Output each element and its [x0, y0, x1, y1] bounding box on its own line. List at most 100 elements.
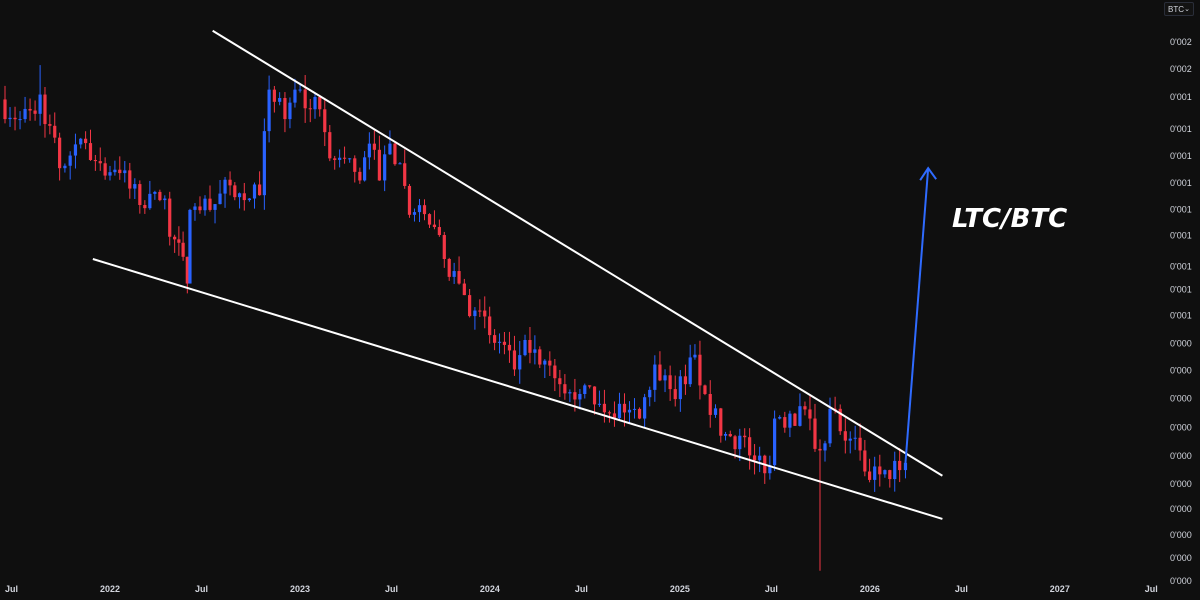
- candle-body: [607, 412, 612, 414]
- price-axis[interactable]: 0'002 0'002 0'001 0'001 0'001 0'001 0'001 0'001…: [1170, 37, 1192, 586]
- candle-body: [578, 394, 582, 400]
- candle-body: [533, 349, 537, 353]
- candle-body: [73, 144, 78, 156]
- y-tick-label: 0'000: [1170, 530, 1192, 540]
- candle-body: [53, 125, 57, 138]
- candle-body: [683, 376, 688, 385]
- candle-body: [798, 406, 802, 426]
- candle-body: [818, 448, 822, 451]
- candle-body: [288, 102, 292, 120]
- candle-body: [377, 149, 381, 181]
- projection-arrow: [904, 168, 930, 463]
- candle-body: [163, 198, 167, 201]
- candle-body: [878, 466, 882, 475]
- x-tick-label: 2023: [290, 584, 310, 594]
- candle-body: [148, 193, 152, 209]
- candle-body: [858, 437, 862, 451]
- candle-body: [688, 357, 692, 385]
- y-tick-label: 0'000: [1170, 504, 1192, 514]
- x-tick-label: Jul: [5, 584, 18, 594]
- candle-body: [432, 224, 437, 228]
- candle-body: [427, 214, 432, 225]
- candle-body: [803, 406, 807, 410]
- candle-body: [808, 409, 812, 419]
- currency-selector[interactable]: BTC ⌄: [1164, 2, 1194, 16]
- candle-body: [473, 310, 477, 317]
- candle-body: [437, 227, 441, 236]
- candle-body: [43, 94, 47, 125]
- candle-body: [353, 158, 357, 172]
- y-tick-label: 0'000: [1170, 576, 1192, 586]
- candle-body: [338, 157, 342, 160]
- candle-body: [88, 143, 93, 161]
- x-tick-label: Jul: [575, 584, 588, 594]
- candle-body: [867, 471, 872, 480]
- arrowhead-icon: [919, 166, 937, 181]
- candle-body: [612, 413, 617, 419]
- candle-body: [258, 184, 262, 196]
- candle-body: [743, 435, 747, 438]
- candle-body: [853, 437, 857, 439]
- candle-body: [383, 154, 387, 181]
- candle-body: [367, 143, 371, 158]
- candle-body: [158, 191, 162, 201]
- candle-body: [358, 171, 362, 181]
- candle-body: [713, 408, 718, 415]
- candle-body: [543, 360, 547, 365]
- y-tick-label: 0'001: [1170, 284, 1192, 294]
- candle-body: [237, 193, 242, 198]
- time-axis[interactable]: Jul 2022 Jul 2023 Jul 2024 Jul 2025 Jul 2026 Jul 20…: [5, 584, 1158, 594]
- candle-body: [98, 161, 102, 164]
- candle-body: [617, 403, 622, 419]
- candle-body: [79, 138, 83, 145]
- candle-body: [303, 89, 307, 109]
- candle-body: [838, 408, 842, 432]
- candle-body: [523, 340, 527, 356]
- candle-body: [58, 137, 62, 169]
- candle-body: [863, 450, 867, 472]
- x-tick-label: 2025: [670, 584, 690, 594]
- candle-body: [218, 193, 222, 205]
- candle-body: [703, 385, 707, 394]
- candle-body: [478, 310, 482, 312]
- candle-body: [133, 184, 137, 189]
- candle-body: [518, 355, 522, 370]
- candle-body: [68, 155, 72, 166]
- candle-body: [548, 360, 552, 366]
- candle-body: [622, 403, 627, 413]
- candle-body: [93, 160, 97, 162]
- y-tick-label: 0'002: [1170, 64, 1192, 74]
- y-tick-label: 0'001: [1170, 124, 1192, 134]
- y-tick-label: 0'000: [1170, 553, 1192, 563]
- candle-body: [573, 392, 577, 400]
- y-tick-label: 0'001: [1170, 310, 1192, 320]
- candle-body: [407, 185, 412, 215]
- x-tick-label: Jul: [955, 584, 968, 594]
- candle-body: [8, 117, 12, 120]
- candle-body: [632, 408, 637, 410]
- candle-body: [468, 295, 472, 317]
- candle-body: [412, 212, 417, 215]
- candle-body: [103, 163, 107, 176]
- currency-label: BTC: [1168, 5, 1184, 14]
- candle-body: [33, 110, 37, 114]
- candle-body: [658, 364, 662, 381]
- candle-body: [597, 403, 602, 405]
- candle-body: [123, 170, 127, 174]
- x-tick-label: 2024: [480, 584, 500, 594]
- candle-body: [698, 354, 702, 386]
- x-tick-label: 2027: [1050, 584, 1070, 594]
- y-tick-label: 0'000: [1170, 479, 1192, 489]
- x-tick-label: Jul: [195, 584, 208, 594]
- candle-body: [883, 470, 887, 475]
- candle-body: [903, 462, 908, 471]
- candle-body: [758, 455, 762, 461]
- candle-body: [348, 158, 352, 160]
- candle-body: [422, 205, 427, 215]
- candle-body: [181, 242, 185, 257]
- candle-body: [783, 417, 787, 428]
- candle-body: [38, 94, 42, 114]
- candle-body: [118, 169, 122, 174]
- candle-body: [298, 89, 302, 91]
